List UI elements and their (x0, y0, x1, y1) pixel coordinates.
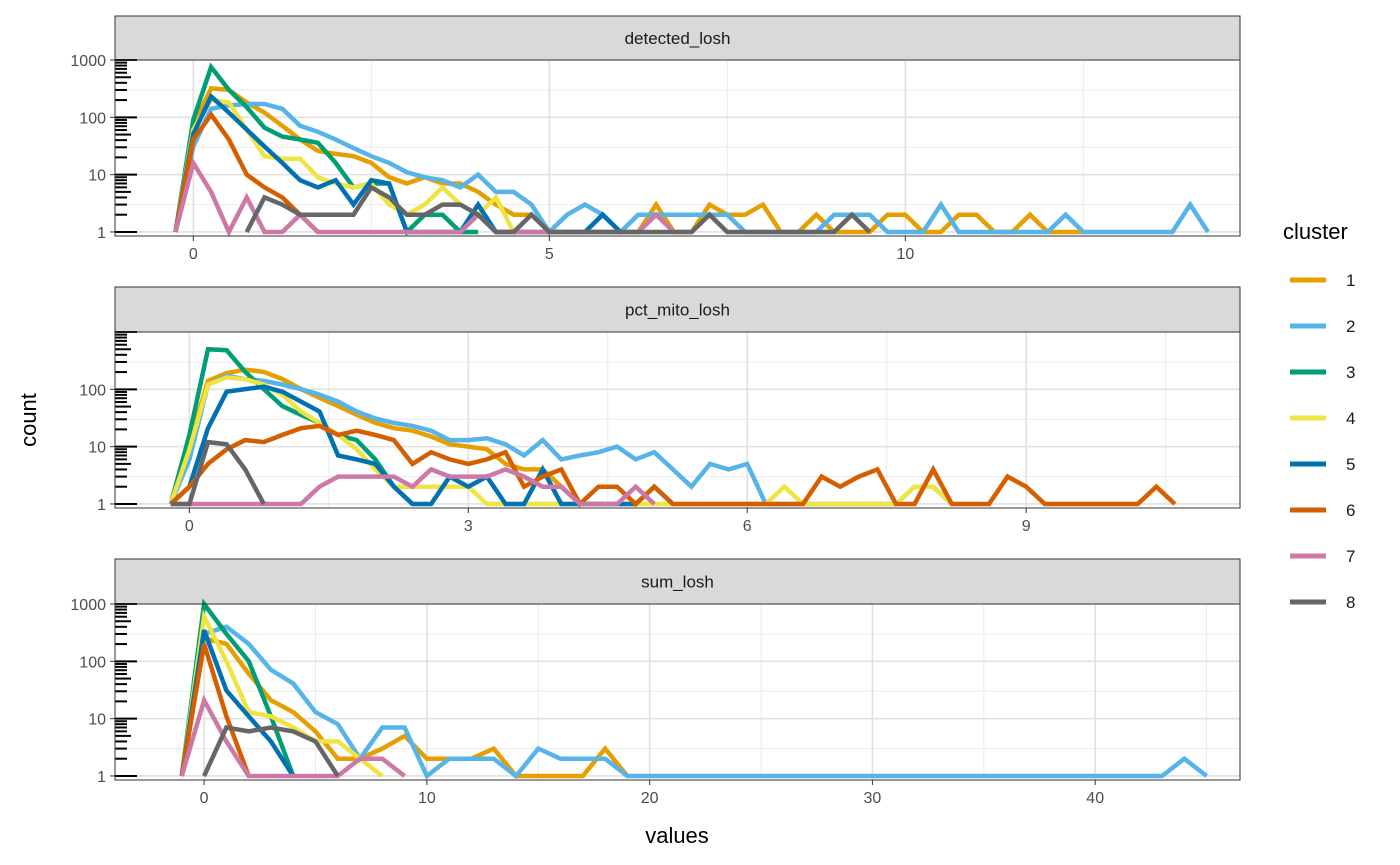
panel-border (114, 331, 1241, 509)
series-line-cluster-8 (202, 724, 340, 778)
y-tick-label: 1 (97, 497, 106, 514)
legend: cluster 1 2 3 4 5 6 7 8 (1283, 219, 1355, 612)
strip-label: pct_mito_losh (625, 301, 730, 320)
log-ticks (115, 59, 137, 233)
legend-title: cluster (1283, 219, 1348, 244)
y-tick-label: 1000 (70, 53, 106, 70)
legend-label-cluster-4: 4 (1346, 409, 1355, 428)
x-tick-label: 20 (641, 790, 659, 807)
series-line-cluster-4 (179, 609, 384, 778)
legend-label-cluster-2: 2 (1346, 317, 1355, 336)
series-line-cluster-6 (179, 643, 251, 777)
series-line-cluster-1 (173, 85, 1084, 235)
x-axis-title: values (645, 823, 709, 848)
y-axis-title: count (16, 393, 41, 447)
series-line-cluster-4 (173, 97, 516, 234)
x-tick-label: 0 (200, 790, 209, 807)
y-tick-label: 100 (79, 654, 106, 671)
strip-background (114, 15, 1241, 61)
x-tick-label: 0 (185, 518, 194, 535)
y-tick-label: 10 (88, 168, 106, 185)
x-tick-label: 10 (896, 246, 914, 263)
y-tick-label: 1000 (70, 597, 106, 614)
log-ticks (115, 603, 137, 777)
strip-label: sum_losh (641, 573, 714, 592)
x-tick-label: 9 (1022, 518, 1031, 535)
panel-detected_losh: detected_losh 0 5 10 1 10 100 1000 (70, 15, 1241, 263)
panel-pct_mito_losh: pct_mito_losh 0 3 6 9 1 10 100 (79, 286, 1241, 535)
panel-background (115, 332, 1240, 508)
series-line-cluster-3 (168, 346, 415, 506)
y-tick-label: 100 (79, 110, 106, 127)
x-tick-label: 10 (418, 790, 436, 807)
y-tick-label: 1 (97, 769, 106, 786)
x-tick-label: 3 (464, 518, 473, 535)
legend-label-cluster-3: 3 (1346, 363, 1355, 382)
series-line-cluster-7 (179, 694, 406, 779)
y-tick-label: 100 (79, 382, 106, 399)
series-line-cluster-5 (173, 92, 623, 235)
y-tick-label: 1 (97, 225, 106, 242)
panel-sum_losh: sum_losh 0 10 20 30 40 1 10 100 1000 (70, 558, 1241, 807)
x-tick-label: 6 (743, 518, 752, 535)
strip-background (114, 286, 1241, 333)
y-tick-label: 10 (88, 440, 106, 457)
series-line-cluster-2 (179, 624, 1208, 780)
legend-label-cluster-8: 8 (1346, 593, 1355, 612)
series-line-cluster-8 (244, 184, 872, 235)
x-tick-label: 30 (864, 790, 882, 807)
x-tick-label: 0 (189, 246, 198, 263)
legend-label-cluster-6: 6 (1346, 501, 1355, 520)
x-tick-label: 5 (545, 246, 554, 263)
legend-label-cluster-1: 1 (1346, 271, 1355, 290)
series-line-cluster-2 (173, 101, 1210, 236)
panel-background (115, 60, 1240, 236)
legend-label-cluster-5: 5 (1346, 455, 1355, 474)
strip-background (114, 558, 1241, 605)
series-line-cluster-6 (169, 423, 1177, 508)
panel-border (114, 603, 1241, 781)
strip-label: detected_losh (625, 29, 731, 48)
y-tick-label: 10 (88, 712, 106, 729)
series-line-cluster-8 (170, 439, 266, 507)
panel-border (114, 59, 1241, 237)
series-line-cluster-7 (170, 466, 656, 507)
legend-label-cluster-7: 7 (1346, 547, 1355, 566)
x-tick-label: 40 (1086, 790, 1104, 807)
